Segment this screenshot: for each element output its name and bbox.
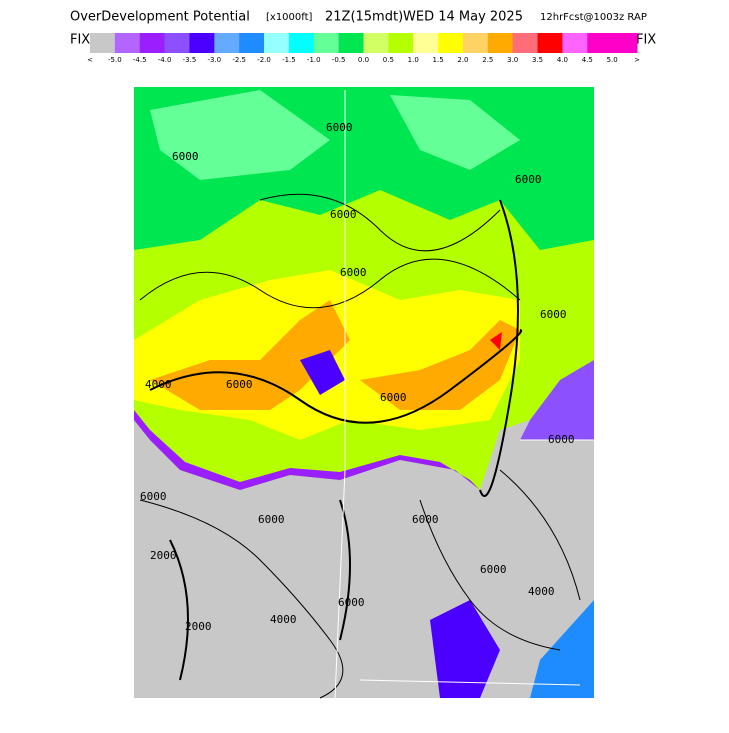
color-swatch	[338, 33, 364, 53]
map: 6000 6000 6000 6000 6000 6000 4000 6000 …	[134, 87, 594, 699]
contour	[139, 499, 344, 699]
contour	[479, 199, 519, 497]
colorbar-label: -2.0	[257, 56, 271, 64]
region	[430, 600, 500, 698]
region	[490, 332, 502, 350]
colorbar-arrow: >	[634, 56, 640, 64]
color-swatch	[438, 33, 464, 53]
contour	[169, 539, 189, 681]
contour-label: 4000	[528, 585, 555, 598]
contour-label: 6000	[338, 596, 365, 609]
colorbar-label: 1.5	[433, 56, 444, 64]
color-swatch	[487, 33, 514, 53]
contour-label: 6000	[515, 173, 542, 186]
contour	[339, 499, 351, 641]
contour	[499, 469, 581, 601]
region	[134, 410, 480, 490]
color-swatch	[264, 33, 290, 53]
color-swatch	[288, 33, 315, 53]
contour-label: 6000	[548, 433, 575, 446]
colorbar-label: -3.5	[183, 56, 197, 64]
colorbar-label: -1.0	[307, 56, 321, 64]
color-swatch	[388, 33, 414, 53]
color-swatch	[114, 33, 141, 53]
contour	[259, 193, 501, 252]
color-swatch	[512, 33, 539, 53]
contour-label: 6000	[540, 308, 567, 321]
colorbar-label: -1.5	[282, 56, 296, 64]
contour	[149, 329, 523, 424]
colorbar-label: 3.0	[507, 56, 518, 64]
colorbar-label: -0.5	[332, 56, 346, 64]
color-swatch	[587, 33, 613, 53]
region	[360, 320, 520, 410]
contour-label: 6000	[140, 490, 167, 503]
contour-label: 6000	[258, 513, 285, 526]
border	[334, 90, 594, 699]
fix-right: FIX	[636, 33, 656, 48]
color-swatch	[313, 33, 340, 53]
contour-label: 2000	[185, 620, 212, 633]
units: [x1000ft]	[266, 12, 313, 23]
fix-left: FIX	[70, 33, 90, 48]
contour-label: 4000	[145, 378, 172, 391]
contour-label: 6000	[326, 121, 353, 134]
colorbar-label: 5.0	[607, 56, 618, 64]
region	[520, 360, 594, 440]
contour	[419, 499, 561, 651]
color-swatch	[537, 33, 563, 53]
colorbar-label: -4.0	[158, 56, 172, 64]
date: WED 14 May 2025	[403, 10, 523, 25]
contour-label: 4000	[270, 613, 297, 626]
color-swatch	[363, 33, 389, 53]
contour-label: 6000	[172, 150, 199, 163]
valid-time: 21Z(15mdt)	[325, 10, 403, 25]
region	[390, 95, 520, 170]
colorbar-label: -5.0	[108, 56, 122, 64]
contour-label: 2000	[150, 549, 177, 562]
colorbar-label: 0.0	[358, 56, 369, 64]
contour-label: 6000	[480, 563, 507, 576]
colorbar-label: -2.5	[232, 56, 246, 64]
region	[150, 90, 330, 180]
color-swatch	[239, 33, 265, 53]
colorbar-label: 2.0	[457, 56, 468, 64]
colorbar-arrow: <	[87, 56, 93, 64]
region	[300, 350, 345, 395]
color-swatch	[189, 33, 215, 53]
contour	[139, 258, 521, 309]
color-swatch	[214, 33, 240, 53]
borders	[334, 90, 594, 699]
color-swatch	[139, 33, 166, 53]
region	[530, 600, 594, 698]
colorbar-label: 2.5	[482, 56, 493, 64]
colorbar: -5.0 -4.5 -4.0 -3.5 -3.0 -2.5 -2.0 -1.5 -1.0 -0.5…	[87, 33, 640, 64]
contour-label: 6000	[412, 513, 439, 526]
contour-label: 6000	[330, 208, 357, 221]
region	[150, 300, 350, 410]
colorbar-label: -3.0	[207, 56, 221, 64]
color-swatch	[562, 33, 588, 53]
colorbar-label: -4.5	[133, 56, 147, 64]
contour-label: 6000	[340, 266, 367, 279]
color-swatch	[612, 33, 638, 53]
color-swatch	[90, 33, 116, 53]
run: 12hrFcst@1003z RAP	[540, 12, 647, 23]
contour-label: 6000	[226, 378, 253, 391]
contours	[139, 193, 581, 699]
colorbar-label: 4.5	[582, 56, 593, 64]
color-swatch	[164, 33, 190, 53]
color-swatch	[413, 33, 439, 53]
colorbar-label: 4.0	[557, 56, 568, 64]
color-swatch	[462, 33, 489, 53]
colorbar-label: 1.0	[408, 56, 419, 64]
colorbar-label: 0.5	[383, 56, 394, 64]
colorbar-label: 3.5	[532, 56, 543, 64]
contour-label: 6000	[380, 391, 407, 404]
title: OverDevelopment Potential	[70, 10, 250, 25]
